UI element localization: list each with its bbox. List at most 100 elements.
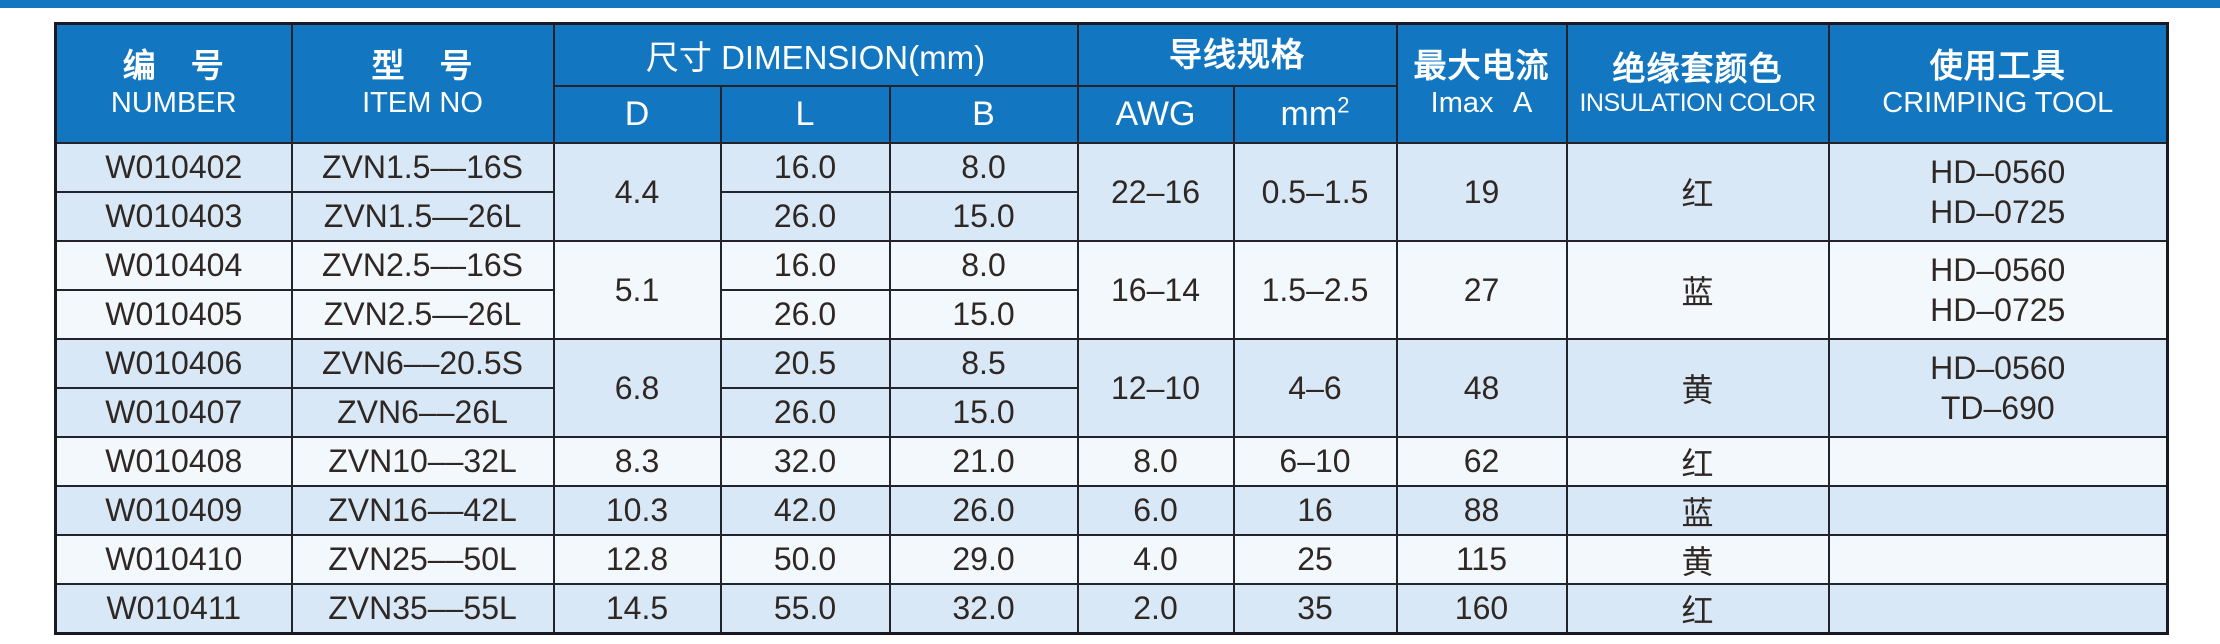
crimping-tool-cell — [1827, 534, 2169, 585]
dim-d-cell: 14.5 — [552, 583, 722, 635]
crimping-tool-cell: HD–0560 HD–0725 — [1827, 142, 2169, 242]
header-mm2: mm2 — [1232, 85, 1398, 144]
top-accent-bar — [0, 0, 2220, 8]
dim-b-cell: 15.0 — [888, 289, 1079, 340]
insulation-color-cell: 红 — [1565, 583, 1830, 635]
tool-line: TD–690 — [1940, 390, 2055, 426]
dim-b-cell: 15.0 — [888, 191, 1079, 242]
dim-l-cell: 50.0 — [719, 534, 891, 585]
mm2-cell: 25 — [1232, 534, 1398, 585]
dim-d-cell: 10.3 — [552, 485, 722, 536]
table-row: W010406 ZVN6––20.5S 6.8 20.5 8.5 12–10 4… — [54, 338, 2169, 438]
dim-d-cell: 12.8 — [552, 534, 722, 585]
dim-l-cell: 55.0 — [719, 583, 891, 635]
item-no-cell: ZVN16––42L — [290, 485, 555, 536]
number-cell: W010403 — [54, 191, 293, 242]
header-imax-en: Imax A — [1430, 86, 1533, 119]
crimping-tool-cell — [1827, 583, 2169, 635]
dim-l-cell: 26.0 — [719, 289, 891, 340]
item-no-cell: ZVN35––55L — [290, 583, 555, 635]
dim-b-cell: 8.0 — [888, 142, 1079, 193]
mm2-cell: 0.5–1.5 — [1232, 142, 1398, 242]
number-cell: W010409 — [54, 485, 293, 536]
awg-cell: 6.0 — [1076, 485, 1235, 536]
dim-l-cell: 26.0 — [719, 387, 891, 438]
tool-line: HD–0560 — [1930, 252, 2066, 288]
insulation-color-cell: 蓝 — [1565, 240, 1830, 340]
awg-cell: 22–16 — [1076, 142, 1235, 242]
item-no-cell: ZVN1.5––26L — [290, 191, 555, 242]
item-no-cell: ZVN1.5––16S — [290, 142, 555, 193]
item-no-cell: ZVN10––32L — [290, 436, 555, 487]
table-row: W010411 ZVN35––55L 14.5 55.0 32.0 2.0 35… — [54, 583, 2169, 635]
imax-cell: 88 — [1395, 485, 1568, 536]
table-row: W010408 ZVN10––32L 8.3 32.0 21.0 8.0 6–1… — [54, 436, 2169, 487]
header-dim-d: D — [552, 85, 722, 144]
crimping-tool-cell — [1827, 436, 2169, 487]
number-cell: W010407 — [54, 387, 293, 438]
dim-l-cell: 26.0 — [719, 191, 891, 242]
table-row: W010404 ZVN2.5––16S 5.1 16.0 8.0 16–14 1… — [54, 240, 2169, 340]
table-row: W010409 ZVN16––42L 10.3 42.0 26.0 6.0 16… — [54, 485, 2169, 536]
dim-l-cell: 20.5 — [719, 338, 891, 389]
insulation-color-cell: 黄 — [1565, 534, 1830, 585]
crimping-tool-cell: HD–0560 TD–690 — [1827, 338, 2169, 438]
table-row: W010403 ZVN1.5––26L 26.0 15.0 — [54, 191, 2168, 242]
imax-cell: 62 — [1395, 436, 1568, 487]
header-item-zh: 型 号 — [371, 47, 474, 85]
header-number-zh: 编 号 — [122, 47, 225, 85]
dim-d-cell: 6.8 — [552, 338, 722, 438]
dim-b-cell: 32.0 — [888, 583, 1079, 635]
number-cell: W010402 — [54, 142, 293, 193]
mm2-cell: 35 — [1232, 583, 1398, 635]
awg-cell: 2.0 — [1076, 583, 1235, 635]
mm2-cell: 1.5–2.5 — [1232, 240, 1398, 340]
header-crimping-tool: 使用工具 CRIMPING TOOL — [1827, 22, 2169, 144]
header-number-en: NUMBER — [110, 86, 237, 119]
awg-cell: 4.0 — [1076, 534, 1235, 585]
dim-l-cell: 32.0 — [719, 436, 891, 487]
table-row: W010410 ZVN25––50L 12.8 50.0 29.0 4.0 25… — [54, 534, 2169, 585]
header-awg: AWG — [1076, 85, 1235, 144]
tool-line: HD–0725 — [1930, 194, 2066, 230]
header-imax: 最大电流 Imax A — [1395, 22, 1568, 144]
dim-l-cell: 42.0 — [719, 485, 891, 536]
dim-d-cell: 4.4 — [552, 142, 722, 242]
header-tool-zh: 使用工具 — [1929, 47, 2066, 85]
header-insulation-color: 绝缘套颜色 INSULATION COLOR — [1565, 22, 1830, 144]
number-cell: W010411 — [54, 583, 293, 635]
dim-b-cell: 26.0 — [888, 485, 1079, 536]
header-insulation-zh: 绝缘套颜色 — [1612, 49, 1783, 87]
number-cell: W010408 — [54, 436, 293, 487]
item-no-cell: ZVN6––26L — [290, 387, 555, 438]
number-cell: W010404 — [54, 240, 293, 291]
dim-b-cell: 21.0 — [888, 436, 1079, 487]
crimping-tool-cell — [1827, 485, 2169, 536]
awg-cell: 12–10 — [1076, 338, 1235, 438]
header-number: 编 号 NUMBER — [54, 22, 293, 144]
dim-l-cell: 16.0 — [719, 142, 891, 193]
header-item-no: 型 号 ITEM NO — [290, 22, 555, 144]
header-dim-l: L — [719, 85, 891, 144]
tool-line: HD–0725 — [1930, 292, 2066, 328]
crimping-tool-cell: HD–0560 HD–0725 — [1827, 240, 2169, 340]
item-no-cell: ZVN2.5––16S — [290, 240, 555, 291]
item-no-cell: ZVN25––50L — [290, 534, 555, 585]
mm2-cell: 16 — [1232, 485, 1398, 536]
header-wire-spec-zh: 导线规格 — [1169, 36, 1305, 74]
insulation-color-cell: 黄 — [1565, 338, 1830, 438]
spec-table: 编 号 NUMBER 型 号 ITEM NO 尺寸 DIMENSION(mm) … — [54, 22, 2169, 635]
tool-line: HD–0560 — [1930, 154, 2066, 190]
insulation-color-cell: 红 — [1565, 142, 1830, 242]
imax-cell: 160 — [1395, 583, 1568, 635]
header-dim-b: B — [888, 85, 1079, 144]
terminal-spec-table: 编 号 NUMBER 型 号 ITEM NO 尺寸 DIMENSION(mm) … — [54, 22, 2169, 635]
insulation-color-cell: 红 — [1565, 436, 1830, 487]
mm2-cell: 6–10 — [1232, 436, 1398, 487]
dim-d-cell: 8.3 — [552, 436, 722, 487]
imax-cell: 48 — [1395, 338, 1568, 438]
item-no-cell: ZVN6––20.5S — [290, 338, 555, 389]
dim-l-cell: 16.0 — [719, 240, 891, 291]
dim-d-cell: 5.1 — [552, 240, 722, 340]
table-row: W010402 ZVN1.5––16S 4.4 16.0 8.0 22–16 0… — [54, 142, 2169, 242]
